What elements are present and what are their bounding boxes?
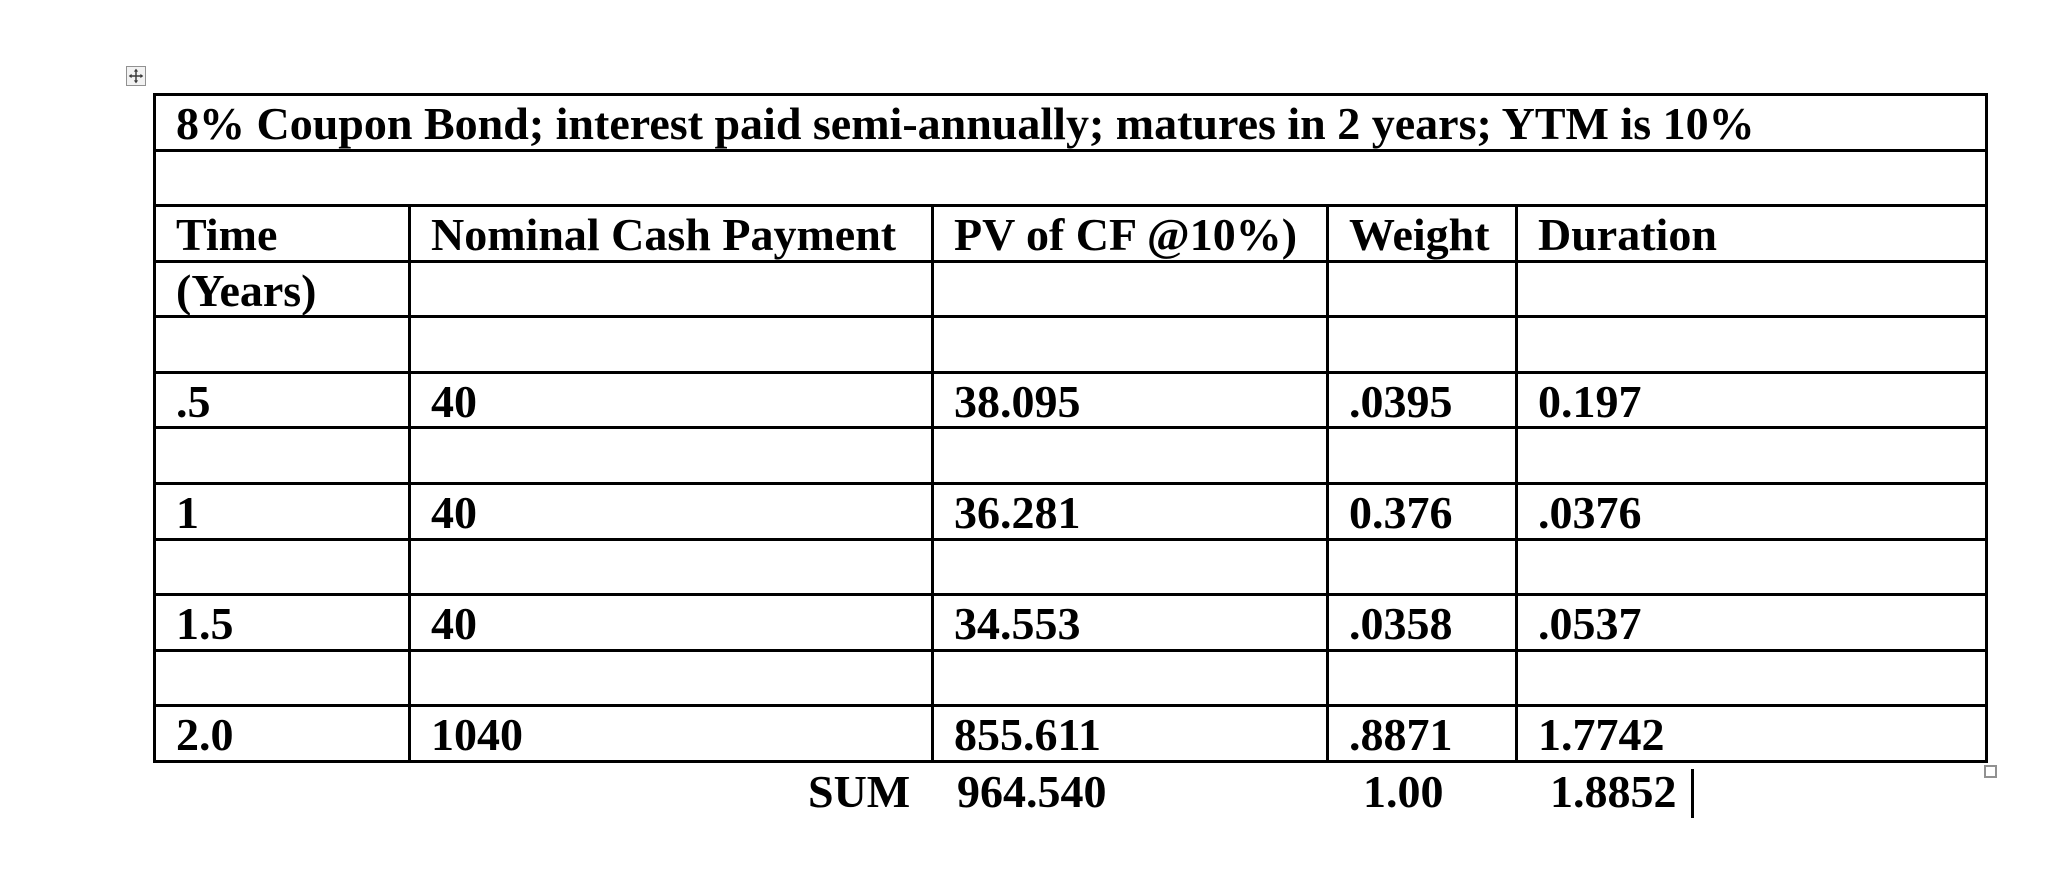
cell-pv[interactable]: 36.281 xyxy=(931,482,1329,541)
cell-pv[interactable]: 855.611 xyxy=(931,704,1329,763)
data-row: 1.5 40 34.553 .0358 .0537 xyxy=(153,593,1989,652)
cell-time[interactable]: .5 xyxy=(153,370,411,430)
empty-cell[interactable] xyxy=(153,315,411,374)
cell-payment[interactable]: 40 xyxy=(408,370,934,430)
header-weight[interactable]: Weight xyxy=(1326,204,1518,263)
empty-cell[interactable] xyxy=(153,426,411,486)
empty-cell[interactable] xyxy=(408,426,934,486)
header-row: Time Nominal Cash Payment PV of CF @10%)… xyxy=(153,204,1989,263)
empty-cell[interactable] xyxy=(1514,259,1989,319)
cell-duration[interactable]: 0.197 xyxy=(1514,370,1989,430)
data-row: 1 40 36.281 0.376 .0376 xyxy=(153,482,1989,541)
empty-cell[interactable] xyxy=(408,537,934,597)
cell-weight[interactable]: .8871 xyxy=(1326,704,1518,763)
empty-cell[interactable] xyxy=(1514,537,1989,597)
spacer-row xyxy=(153,537,1989,597)
empty-cell[interactable] xyxy=(1326,648,1518,708)
empty-cell[interactable] xyxy=(408,648,934,708)
empty-cell[interactable] xyxy=(1326,537,1518,597)
empty-cell[interactable] xyxy=(1326,315,1518,374)
spacer-row xyxy=(153,315,1989,374)
cell-payment[interactable]: 40 xyxy=(408,593,934,652)
empty-cell[interactable] xyxy=(1514,648,1989,708)
empty-cell[interactable] xyxy=(1326,426,1518,486)
table-title-cell[interactable]: 8% Coupon Bond; interest paid semi-annua… xyxy=(152,93,1989,152)
cell-time[interactable]: 2.0 xyxy=(153,704,411,763)
header-payment[interactable]: Nominal Cash Payment xyxy=(408,204,934,263)
text-caret xyxy=(1691,769,1694,818)
empty-cell[interactable] xyxy=(931,648,1329,708)
cell-weight[interactable]: .0358 xyxy=(1326,593,1518,652)
table-resize-handle[interactable] xyxy=(1984,765,1997,778)
header-time[interactable]: Time xyxy=(153,204,411,263)
empty-cell[interactable] xyxy=(931,259,1329,319)
cell-payment[interactable]: 1040 xyxy=(408,704,934,763)
cell-pv[interactable]: 34.553 xyxy=(931,593,1329,652)
spacer-row xyxy=(153,426,1989,486)
empty-cell[interactable] xyxy=(931,315,1329,374)
empty-cell[interactable] xyxy=(1514,315,1989,374)
empty-cell[interactable] xyxy=(1514,426,1989,486)
table-move-handle[interactable] xyxy=(126,66,146,86)
cell-weight[interactable]: 0.376 xyxy=(1326,482,1518,541)
cell-pv[interactable]: 38.095 xyxy=(931,370,1329,430)
spacer-row xyxy=(153,648,1989,708)
spacer-row xyxy=(152,148,1989,208)
sum-weight-total[interactable]: 1.00 xyxy=(1363,766,1444,817)
data-row: 2.0 1040 855.611 .8871 1.7742 xyxy=(153,704,1989,763)
cell-payment[interactable]: 40 xyxy=(408,482,934,541)
cell-duration[interactable]: 1.7742 xyxy=(1514,704,1989,763)
empty-cell[interactable] xyxy=(1326,259,1518,319)
empty-cell[interactable] xyxy=(931,426,1329,486)
empty-cell[interactable] xyxy=(153,648,411,708)
sum-pv-total[interactable]: 964.540 xyxy=(957,766,1107,817)
header-pv[interactable]: PV of CF @10%) xyxy=(931,204,1329,263)
cell-duration[interactable]: .0537 xyxy=(1514,593,1989,652)
data-row: .5 40 38.095 .0395 0.197 xyxy=(153,370,1989,430)
empty-cell[interactable] xyxy=(931,537,1329,597)
cell-weight[interactable]: .0395 xyxy=(1326,370,1518,430)
sum-label[interactable]: SUM xyxy=(808,766,911,817)
empty-cell[interactable] xyxy=(153,537,411,597)
header-duration[interactable]: Duration xyxy=(1514,204,1989,263)
title-row: 8% Coupon Bond; interest paid semi-annua… xyxy=(152,93,1989,152)
move-cross-icon xyxy=(128,68,144,84)
cell-time[interactable]: 1 xyxy=(153,482,411,541)
bond-duration-table: 8% Coupon Bond; interest paid semi-annua… xyxy=(152,93,1989,763)
cell-time[interactable]: 1.5 xyxy=(153,593,411,652)
cell-duration[interactable]: .0376 xyxy=(1514,482,1989,541)
sum-line: SUM 964.540 1.00 1.8852 xyxy=(0,766,2054,826)
sum-duration-total[interactable]: 1.8852 xyxy=(1550,766,1677,817)
header-time-unit[interactable]: (Years) xyxy=(153,259,411,319)
empty-cell[interactable] xyxy=(408,315,934,374)
header-unit-row: (Years) xyxy=(153,259,1989,319)
empty-cell[interactable] xyxy=(408,259,934,319)
empty-cell[interactable] xyxy=(152,148,1989,208)
